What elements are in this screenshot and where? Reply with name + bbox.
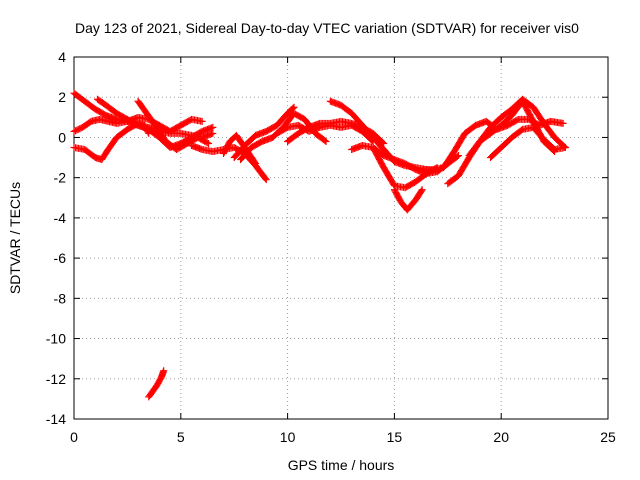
y-tick-label: 0 — [58, 129, 66, 145]
data-point — [417, 187, 425, 195]
data-point — [251, 158, 259, 166]
series-track-5 — [134, 97, 213, 154]
data-point — [160, 367, 168, 375]
data-point — [290, 103, 298, 111]
x-tick-label: 10 — [280, 429, 296, 445]
x-tick-label: 20 — [493, 429, 509, 445]
data-point — [559, 119, 567, 127]
series-track-20 — [145, 367, 168, 401]
y-axis-label: SDTVAR / TECUs — [7, 182, 23, 294]
x-tick-labels: 0 5 10 15 20 25 — [70, 429, 616, 445]
data-point — [209, 123, 217, 131]
y-tick-label: -14 — [46, 411, 66, 427]
y-tick-label: -2 — [54, 170, 67, 186]
data-points — [70, 89, 569, 401]
y-tick-label: 4 — [58, 49, 66, 65]
series-track-16 — [418, 115, 567, 174]
y-tick-labels: 4 2 0 -2 -4 -6 -8 -10 -12 -14 — [46, 49, 66, 427]
plot-border — [73, 56, 609, 420]
data-point — [261, 175, 269, 183]
y-tick-label: -8 — [54, 290, 67, 306]
data-point — [322, 137, 330, 145]
y-tick-label: -10 — [46, 331, 66, 347]
series-track-15 — [390, 186, 426, 214]
data-point — [203, 139, 211, 147]
data-point — [198, 117, 206, 125]
data-point — [289, 104, 297, 112]
x-tick-label: 25 — [600, 429, 616, 445]
data-point — [418, 186, 426, 194]
data-point — [321, 137, 329, 145]
data-point — [252, 160, 260, 168]
y-tick-label: -6 — [54, 250, 67, 266]
chart-title: Day 123 of 2021, Sidereal Day-to-day VTE… — [75, 20, 579, 36]
data-point — [205, 139, 213, 147]
data-point — [209, 129, 217, 137]
axis-ticks — [73, 56, 609, 420]
data-point — [561, 144, 569, 151]
data-point — [262, 176, 270, 184]
y-tick-label: -12 — [46, 371, 66, 387]
x-axis-label: GPS time / hours — [288, 457, 395, 473]
y-tick-label: -4 — [54, 210, 67, 226]
x-tick-label: 15 — [387, 429, 403, 445]
y-tick-label: 2 — [58, 89, 66, 105]
x-tick-label: 5 — [177, 429, 185, 445]
series-track-8 — [230, 103, 298, 162]
x-tick-label: 0 — [70, 429, 78, 445]
series-track-19 — [487, 123, 569, 162]
